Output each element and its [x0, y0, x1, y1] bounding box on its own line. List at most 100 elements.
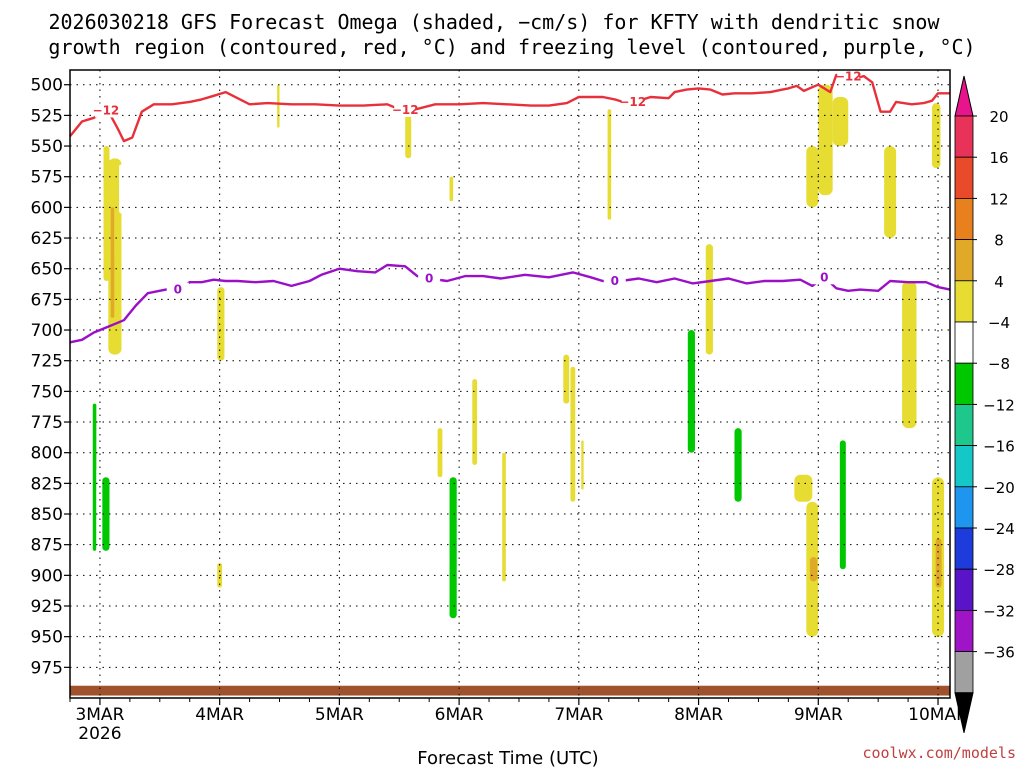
ground-surface [70, 685, 950, 696]
omega-cell [916, 538, 929, 637]
time-tick-label: 5MAR [315, 705, 364, 725]
colorbar-swatch [954, 115, 974, 158]
omega-cell [103, 146, 110, 281]
omega-cell [449, 176, 454, 202]
pressure-tick-label: 875 [31, 536, 63, 556]
omega-cell [110, 207, 115, 318]
pressure-tick-label: 700 [31, 321, 63, 341]
colorbar-swatch [954, 156, 974, 199]
pressure-tick-label: 850 [31, 505, 63, 525]
freezing-contour-label: 0 [174, 283, 182, 297]
omega-cell [818, 84, 833, 196]
pressure-tick-label: 925 [31, 597, 63, 617]
pressure-tick-label: 775 [31, 413, 63, 433]
freezing-contour-label: 0 [820, 270, 828, 284]
colorbar-label: −8 [988, 355, 1010, 373]
colorbar-label: −24 [983, 520, 1015, 538]
colorbar-label: −16 [983, 438, 1015, 456]
freezing-contour-label-bg [603, 273, 626, 288]
omega-cell [277, 84, 280, 128]
omega-cell [746, 440, 759, 600]
omega-cell [502, 452, 506, 582]
colorbar-swatch [954, 403, 974, 446]
omega-cell [563, 354, 570, 404]
omega-cell [935, 538, 942, 588]
colorbar-label: 12 [989, 190, 1008, 208]
colorbar-bottom-arrow [954, 692, 974, 733]
pressure-tick-label: 950 [31, 628, 63, 648]
time-tick-label: 9MAR [794, 705, 843, 725]
time-tick-label: 4MAR [195, 705, 244, 725]
colorbar-label: 16 [989, 149, 1008, 167]
omega-cell [832, 96, 849, 147]
colorbar-label: 4 [994, 273, 1004, 291]
credit-text[interactable]: coolwx.com/models [862, 744, 1016, 762]
omega-cell [809, 556, 818, 582]
omega-cell [92, 403, 97, 551]
pressure-tick-label: 675 [31, 290, 63, 310]
ground-layer [70, 685, 950, 696]
pressure-tick-label: 525 [31, 106, 63, 126]
dgz-contour-label: −12 [392, 103, 419, 117]
colorbar-swatch [954, 321, 974, 364]
omega-cell [219, 70, 226, 85]
omega-cell [734, 428, 742, 502]
omega-cell [607, 109, 612, 220]
colorbar-swatch [954, 610, 974, 653]
freezing-contour-label-bg [813, 270, 836, 285]
pressure-tick-label: 650 [31, 260, 63, 280]
freezing-contour-label-bg [418, 271, 441, 286]
omega-cell [794, 474, 813, 502]
colorbar-swatch [954, 568, 974, 611]
colorbar-label: −20 [983, 479, 1015, 497]
pressure-tick-label: 600 [31, 198, 63, 218]
dgz-contour-label-bg [621, 94, 644, 109]
colorbar-swatch [954, 445, 974, 488]
plot-frame [69, 69, 951, 699]
omega-cell [449, 477, 457, 619]
omega-cell [472, 379, 478, 465]
omega-cell [405, 109, 412, 159]
omega-cell [581, 440, 584, 490]
pressure-tick-label: 625 [31, 229, 63, 249]
contour-layer: −12 −12 −12 −12 0 0 0 0 [69, 69, 951, 344]
colorbar-label: 8 [994, 232, 1004, 250]
omega-cell [580, 244, 588, 613]
colorbar-swatch [954, 527, 974, 570]
colorbar-swatch [954, 651, 974, 694]
freezing-contour-label: 0 [611, 274, 619, 288]
x-axis-label: Forecast Time (UTC) [417, 748, 598, 768]
pressure-tick-label: 500 [31, 76, 63, 96]
dgz-contour-label: −12 [93, 103, 120, 117]
pressure-tick-label: 975 [31, 658, 63, 678]
pressure-axis: 500 525 550 575 600 625 650 675 700 725 750 775 800 8… [31, 76, 70, 678]
omega-cell [839, 440, 846, 570]
gridlines [70, 70, 950, 698]
colorbar-swatch [954, 197, 974, 240]
freezing-contour-label: 0 [425, 272, 433, 286]
omega-cell [694, 70, 704, 355]
colorbar-top-arrow [954, 75, 974, 117]
omega-cell [114, 176, 120, 257]
pressure-tick-label: 575 [31, 168, 63, 188]
dgz-contour-label-bg [94, 103, 117, 118]
plot-area: −12 −12 −12 −12 0 0 0 0 [69, 69, 951, 699]
colorbar-swatch [954, 362, 974, 405]
omega-cell [884, 146, 897, 239]
colorbar-swatch [954, 486, 974, 529]
time-tick-label: 3MAR [75, 705, 124, 725]
pressure-tick-label: 800 [31, 444, 63, 464]
colorbar-label: 20 [989, 108, 1008, 126]
time-tick-label: 6MAR [435, 705, 484, 725]
omega-shading-layer [90, 70, 945, 649]
omega-cell [570, 366, 576, 502]
freezing-contour-label-bg [166, 282, 189, 297]
time-tick-label: 8MAR [674, 705, 723, 725]
colorbar-label: −32 [983, 602, 1015, 620]
colorbar-swatch [954, 280, 974, 323]
chart-title-line-1: 2026030218 GFS Forecast Omega (shaded, −… [48, 10, 940, 34]
dgz-contour-label: −12 [619, 95, 646, 109]
time-tick-sublabel: 2026 [78, 724, 121, 744]
